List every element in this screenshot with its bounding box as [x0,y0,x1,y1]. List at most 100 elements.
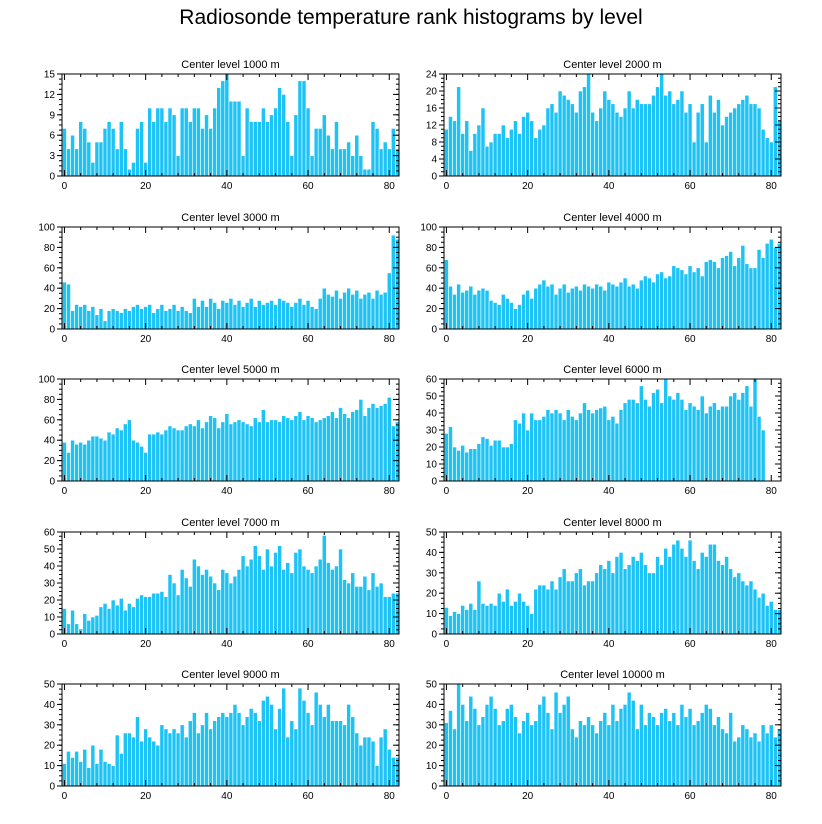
histogram-bar [561,704,567,787]
y-tick-label: 0 [431,172,437,183]
histogram-bar [114,310,120,330]
histogram-bar [66,623,71,635]
y-tick-label: 0 [431,325,437,336]
histogram-bar [301,565,307,635]
histogram-bar [200,574,205,635]
histogram-bar [594,283,599,330]
histogram-bar [114,734,120,787]
histogram-bar [159,107,165,177]
histogram-bar [594,732,599,787]
histogram-bar [159,724,165,787]
histogram-bar [305,569,311,635]
histogram-bar [321,287,327,330]
histogram-bar [651,716,656,787]
histogram-bar [192,558,197,635]
histogram-bar [382,291,388,330]
x-tick-label: 60 [684,486,696,497]
histogram-bar [204,569,209,635]
y-tick-label: 60 [426,263,438,274]
histogram-bar [163,121,169,177]
histogram-bar [651,94,656,177]
histogram-bar [228,712,234,787]
y-tick-label: 20 [44,304,56,315]
histogram-bar [716,99,721,177]
histogram-bar [602,568,608,635]
histogram-bar [691,141,697,177]
histogram-bar [78,121,84,177]
histogram-bar [66,751,71,787]
histogram-bar [187,121,193,177]
histogram-bar [614,556,620,635]
x-tick-label: 0 [444,181,450,192]
histogram-bar [565,695,571,787]
x-tick-label: 60 [302,486,314,497]
histogram-bar [366,407,372,482]
histogram-bar [187,586,193,635]
histogram-bar [574,736,579,787]
histogram-bar [269,419,274,482]
x-tick-label: 80 [384,334,396,345]
histogram-bar [366,168,372,177]
histogram-bar [98,141,104,177]
histogram-bar [720,728,725,787]
histogram-bar [370,740,376,787]
histogram-bar [659,712,664,787]
histogram-bar [127,732,132,787]
histogram-bar [622,402,628,482]
histogram-bar [740,580,746,635]
histogram-bar [342,413,347,482]
x-tick-label: 80 [766,639,778,650]
histogram-bar [509,443,514,482]
x-tick-label: 80 [384,791,396,802]
histogram-bar [513,601,518,635]
histogram-bar [362,575,368,635]
histogram-bar [224,716,230,787]
histogram-bar [147,304,153,330]
histogram-bar [484,704,490,787]
histogram-bar [86,310,92,330]
x-tick-label: 40 [221,639,233,650]
histogram-bar [285,302,291,330]
histogram-bar [630,399,636,482]
histogram-bar [354,732,360,787]
histogram-bar [622,704,628,787]
histogram-bar [269,704,274,787]
y-tick-label: 30 [426,720,438,731]
histogram-bar [452,294,457,330]
histogram-bar [110,308,116,330]
histogram-bar [708,708,713,787]
histogram-bar [618,409,624,482]
y-tick-label: 20 [426,589,438,600]
x-tick-label: 20 [522,334,534,345]
histogram-bar [675,392,681,482]
histogram-bar [366,291,372,330]
histogram-bar [200,128,205,177]
histogram-bar [444,128,449,177]
histogram-bar [460,133,466,177]
histogram-bar [736,736,742,787]
histogram-bar [561,419,567,482]
histogram-bar [687,265,693,330]
histogram-bar [476,289,482,330]
histogram-bar [533,720,539,787]
y-tick-label: 60 [44,415,56,426]
x-tick-label: 40 [221,486,233,497]
histogram-bar [110,128,116,177]
histogram-bar [602,405,608,482]
histogram-bar [297,411,303,482]
panel-title: Center level 1000 m [181,59,279,71]
histogram-bar [553,691,559,787]
histogram-bar [659,402,664,482]
histogram-bar [565,291,571,330]
histogram-bar [703,141,709,177]
histogram-bar [196,107,201,177]
histogram-bar [277,87,282,177]
histogram-bar [86,141,92,177]
histogram-bar [505,446,510,482]
histogram-bar [256,300,262,330]
histogram-bar [468,695,474,787]
histogram-bar [74,304,79,330]
histogram-bar [321,535,327,635]
histogram-bar [86,767,92,787]
histogram-bar [724,405,729,482]
